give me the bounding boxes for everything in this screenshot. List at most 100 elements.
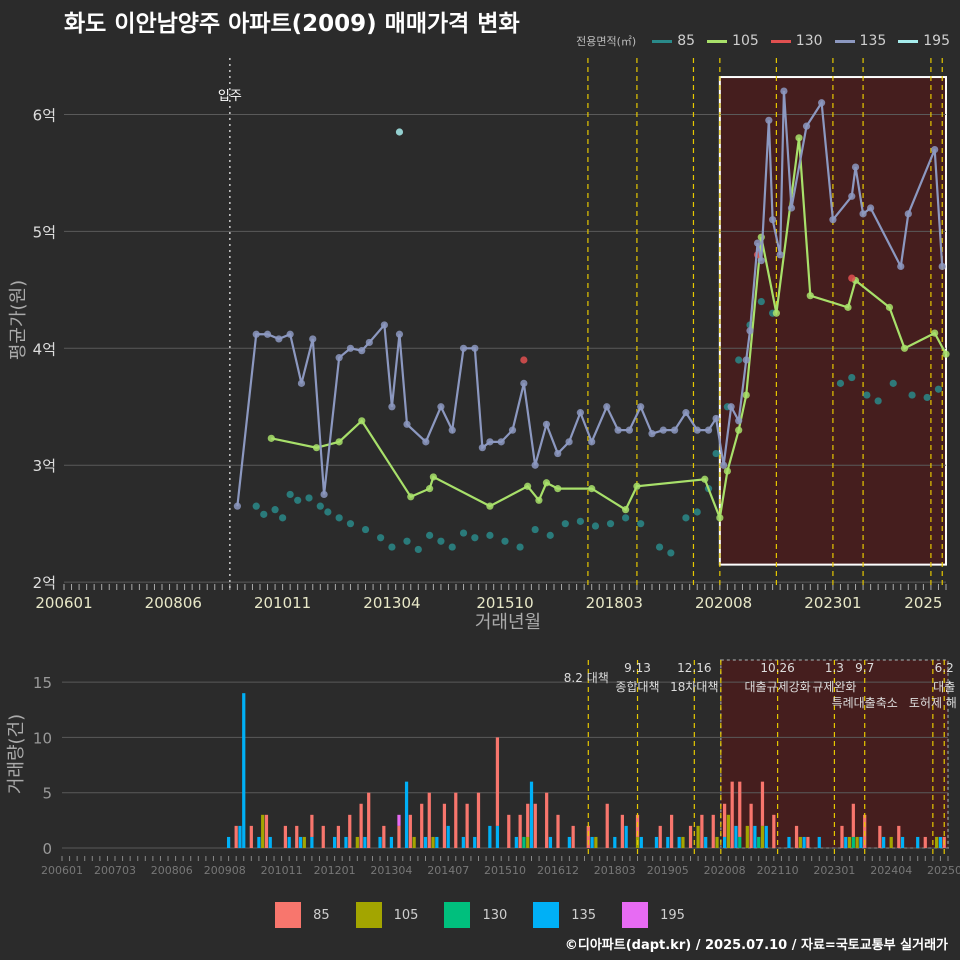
- volume-bar-105: [431, 836, 435, 848]
- volume-bar-105: [696, 825, 700, 848]
- volume-bar-135: [378, 836, 382, 848]
- legend-label-135: 135: [859, 33, 887, 49]
- legend-swatch-195: [898, 39, 919, 43]
- data-point-85: [501, 537, 509, 545]
- volume-bar-85: [348, 814, 352, 848]
- data-point-85: [757, 297, 765, 306]
- legend-title: 전용면적(㎡): [576, 35, 637, 48]
- data-point-135: [380, 321, 388, 329]
- data-point-135: [388, 403, 396, 411]
- move-in-label: 입주: [218, 89, 242, 104]
- volume-x-tick-label: 202110: [757, 864, 799, 877]
- data-point-105: [554, 485, 562, 493]
- data-point-135: [603, 403, 611, 411]
- data-point-135: [735, 417, 743, 425]
- data-point-135: [769, 216, 777, 224]
- policy-label-date: 9.13: [624, 661, 651, 675]
- volume-bar-135: [938, 836, 943, 848]
- legend-swatch-105: [707, 39, 728, 43]
- data-point-85: [667, 549, 675, 557]
- x-tick-label: 202008: [695, 594, 752, 612]
- data-point-135: [637, 403, 645, 411]
- volume-bar-85: [382, 825, 386, 848]
- data-point-135: [720, 461, 728, 469]
- legend-item-195: 195: [898, 33, 950, 49]
- volume-bar-85: [749, 803, 753, 848]
- volume-x-tick-label: 202507: [927, 864, 960, 877]
- volume-x-tick-label: 200703: [94, 864, 136, 877]
- volume-bar-135: [704, 836, 708, 848]
- volume-bar-85: [249, 825, 253, 848]
- data-point-135: [395, 330, 404, 338]
- bar-legend-item-195: 195: [622, 902, 685, 928]
- volume-y-tick-label: 10: [33, 729, 52, 747]
- volume-bar-85: [772, 814, 776, 848]
- legend-swatch-135: [834, 39, 855, 43]
- bar-legend-label-130: 130: [482, 907, 508, 923]
- volume-bar-195: [397, 814, 401, 826]
- volume-bar-105: [847, 836, 852, 848]
- data-point-85: [377, 534, 385, 542]
- x-axis-title: 거래년월: [475, 612, 541, 633]
- volume-bar-105: [261, 814, 265, 848]
- volume-bar-135: [624, 825, 628, 848]
- volume-x-tick-label: 201201: [314, 864, 356, 877]
- policy-label-name: 18차대책: [670, 679, 718, 694]
- volume-bar-85: [295, 825, 299, 848]
- volume-bar-85: [730, 781, 734, 848]
- volume-bar-85: [283, 825, 288, 848]
- data-point-105: [900, 344, 909, 352]
- data-point-135: [233, 502, 241, 510]
- volume-x-tick-label: 201905: [647, 864, 689, 877]
- data-point-105: [885, 303, 894, 311]
- data-point-135: [520, 379, 528, 387]
- data-point-135: [757, 257, 765, 265]
- bar-legend-swatch-195: [622, 902, 649, 928]
- volume-bar-135: [333, 836, 337, 848]
- volume-bar-135: [226, 836, 231, 848]
- data-point-85: [682, 514, 690, 522]
- volume-bar-135: [639, 836, 643, 848]
- data-point-85: [388, 543, 396, 551]
- data-point-130: [520, 356, 528, 364]
- data-point-135: [486, 438, 494, 446]
- volume-bar-135: [488, 825, 492, 848]
- volume-bar-135: [613, 836, 617, 848]
- volume-bar-85: [700, 814, 704, 848]
- policy-label-date: 12.16: [677, 661, 711, 675]
- volume-bar-135: [859, 836, 863, 848]
- volume-bar-135: [435, 836, 439, 848]
- volume-bar-85: [465, 803, 469, 848]
- data-point-135: [818, 99, 826, 107]
- bar-legend-swatch-135: [533, 902, 560, 928]
- data-point-135: [554, 449, 562, 458]
- volume-bar-135: [514, 836, 518, 848]
- data-point-130: [848, 274, 856, 282]
- price-chart: 2억 3억 4억 5억 6억 200601 200806 201011 201304 201510…: [8, 58, 950, 633]
- volume-bar-85: [518, 814, 522, 848]
- volume-bar-85: [533, 803, 537, 848]
- data-point-135: [297, 379, 306, 387]
- volume-x-tick-label: 201612: [537, 864, 579, 877]
- volume-bar-85: [476, 792, 481, 848]
- volume-bar-135: [529, 781, 534, 848]
- data-point-85: [286, 490, 294, 499]
- bar-legend-item-135: 135: [533, 902, 596, 928]
- data-point-135: [742, 356, 750, 364]
- volume-bar-85: [495, 737, 500, 826]
- legend-swatch-85: [652, 39, 673, 43]
- data-point-105: [335, 438, 343, 446]
- data-point-85: [637, 520, 645, 528]
- data-point-105: [942, 350, 950, 358]
- volume-bar-135: [423, 836, 428, 848]
- data-point-105: [742, 391, 750, 399]
- y-tick-label: 2억: [33, 574, 56, 592]
- volume-bar-85: [897, 825, 901, 848]
- data-point-105: [701, 475, 709, 483]
- y-tick-label: 6억: [33, 106, 56, 124]
- data-point-135: [437, 403, 445, 411]
- volume-bar-85: [397, 825, 401, 848]
- data-point-135: [365, 338, 373, 347]
- volume-bar-85: [738, 781, 742, 837]
- data-point-135: [776, 251, 784, 259]
